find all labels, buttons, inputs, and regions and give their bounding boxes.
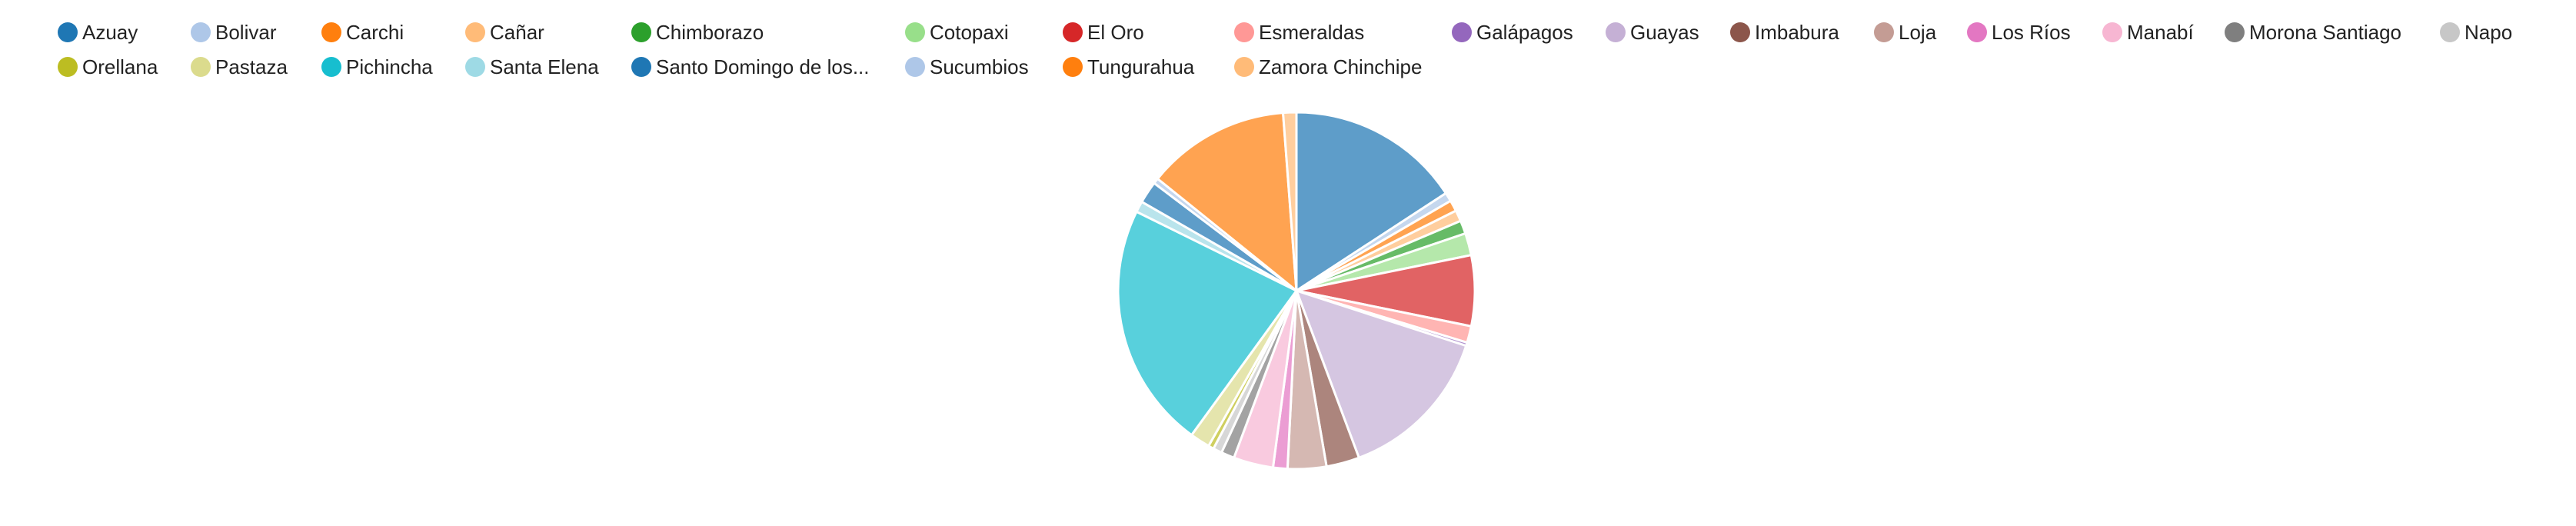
legend-item-napo[interactable]: Napo — [2440, 18, 2512, 46]
legend-swatch — [58, 57, 78, 77]
legend-label: Esmeraldas — [1259, 21, 1365, 44]
legend-item-los-rios[interactable]: Los Ríos — [1967, 18, 2071, 46]
legend-label: Tungurahua — [1087, 55, 1195, 78]
legend-swatch — [465, 57, 485, 77]
legend-swatch — [321, 57, 341, 77]
legend-swatch — [2102, 22, 2122, 42]
legend-item-azuay[interactable]: Azuay — [58, 18, 138, 46]
legend-item-sucumbios[interactable]: Sucumbios — [905, 53, 1029, 81]
legend-swatch — [905, 57, 925, 77]
legend-label: Pichincha — [346, 55, 433, 78]
pie-slice-tungurahua[interactable] — [1156, 112, 1298, 294]
legend-item-cotopaxi[interactable]: Cotopaxi — [905, 18, 1009, 46]
legend-label: Carchi — [346, 21, 404, 44]
legend-label: Morona Santiago — [2249, 21, 2402, 44]
legend-label: El Oro — [1087, 21, 1144, 44]
pie-slice-zamora-chinchipe[interactable] — [1281, 111, 1298, 291]
legend-swatch — [1234, 22, 1254, 42]
legend-label: Imbabura — [1755, 21, 1839, 44]
legend-item-galapagos[interactable]: Galápagos — [1452, 18, 1573, 46]
legend-item-loja[interactable]: Loja — [1874, 18, 1936, 46]
legend-item-esmeraldas[interactable]: Esmeraldas — [1234, 18, 1364, 46]
legend-item-zamora-chinchipe[interactable]: Zamora Chinchipe — [1234, 53, 1422, 81]
legend-swatch — [1606, 22, 1626, 42]
legend-swatch — [465, 22, 485, 42]
legend-item-orellana[interactable]: Orellana — [58, 53, 158, 81]
legend-swatch — [1452, 22, 1472, 42]
pie-slice-azuay[interactable] — [1295, 111, 1448, 293]
legend-label: Azuay — [82, 21, 138, 44]
pie-slice-guayas[interactable] — [1294, 288, 1468, 460]
legend-swatch — [191, 22, 211, 42]
legend-swatch — [1063, 22, 1083, 42]
legend-item-pastaza[interactable]: Pastaza — [191, 53, 288, 81]
legend-swatch — [1967, 22, 1987, 42]
legend-swatch — [1063, 57, 1083, 77]
legend-item-manabi[interactable]: Manabí — [2102, 18, 2194, 46]
legend-item-carchi[interactable]: Carchi — [321, 18, 404, 46]
legend-label: Loja — [1899, 21, 1937, 44]
legend-item-guayas[interactable]: Guayas — [1606, 18, 1699, 46]
legend-item-canar[interactable]: Cañar — [465, 18, 544, 46]
pie-slice-pichincha[interactable] — [1117, 210, 1299, 437]
legend-label: Chimborazo — [656, 21, 764, 44]
legend-label: Galápagos — [1476, 21, 1573, 44]
legend-label: Guayas — [1630, 21, 1699, 44]
legend-label: Napo — [2465, 21, 2513, 44]
legend-swatch — [2225, 22, 2245, 42]
legend-item-morona-santiago[interactable]: Morona Santiago — [2225, 18, 2401, 46]
legend-label: Sucumbios — [930, 55, 1029, 78]
legend-label: Santa Elena — [490, 55, 599, 78]
chart-legend: Azuay Bolivar Carchi Cañar Chimborazo Cotopax… — [0, 0, 2576, 92]
legend-label: Los Ríos — [1992, 21, 2071, 44]
legend-item-el-oro[interactable]: El Oro — [1063, 18, 1144, 46]
legend-swatch — [1874, 22, 1894, 42]
pie-slices — [1117, 111, 1476, 471]
legend-swatch — [2440, 22, 2460, 42]
legend-swatch — [191, 57, 211, 77]
legend-swatch — [905, 22, 925, 42]
legend-label: Zamora Chinchipe — [1259, 55, 1423, 78]
legend-swatch — [1730, 22, 1750, 42]
legend-label: Pastaza — [215, 55, 288, 78]
legend-item-santa-elena[interactable]: Santa Elena — [465, 53, 599, 81]
legend-swatch — [631, 57, 651, 77]
legend-swatch — [631, 22, 651, 42]
legend-item-imbabura[interactable]: Imbabura — [1730, 18, 1839, 46]
legend-swatch — [58, 22, 78, 42]
legend-label: Cañar — [490, 21, 544, 44]
legend-item-santo-domingo-de-los[interactable]: Santo Domingo de los... — [631, 53, 870, 81]
legend-item-tungurahua[interactable]: Tungurahua — [1063, 53, 1194, 81]
legend-item-pichincha[interactable]: Pichincha — [321, 53, 433, 81]
legend-label: Manabí — [2127, 21, 2194, 44]
legend-label: Bolivar — [215, 21, 277, 44]
legend-item-bolivar[interactable]: Bolivar — [191, 18, 276, 46]
legend-item-chimborazo[interactable]: Chimborazo — [631, 18, 764, 46]
legend-label: Orellana — [82, 55, 158, 78]
legend-label: Cotopaxi — [930, 21, 1009, 44]
legend-swatch — [321, 22, 341, 42]
legend-label: Santo Domingo de los... — [656, 55, 870, 78]
legend-swatch — [1234, 57, 1254, 77]
